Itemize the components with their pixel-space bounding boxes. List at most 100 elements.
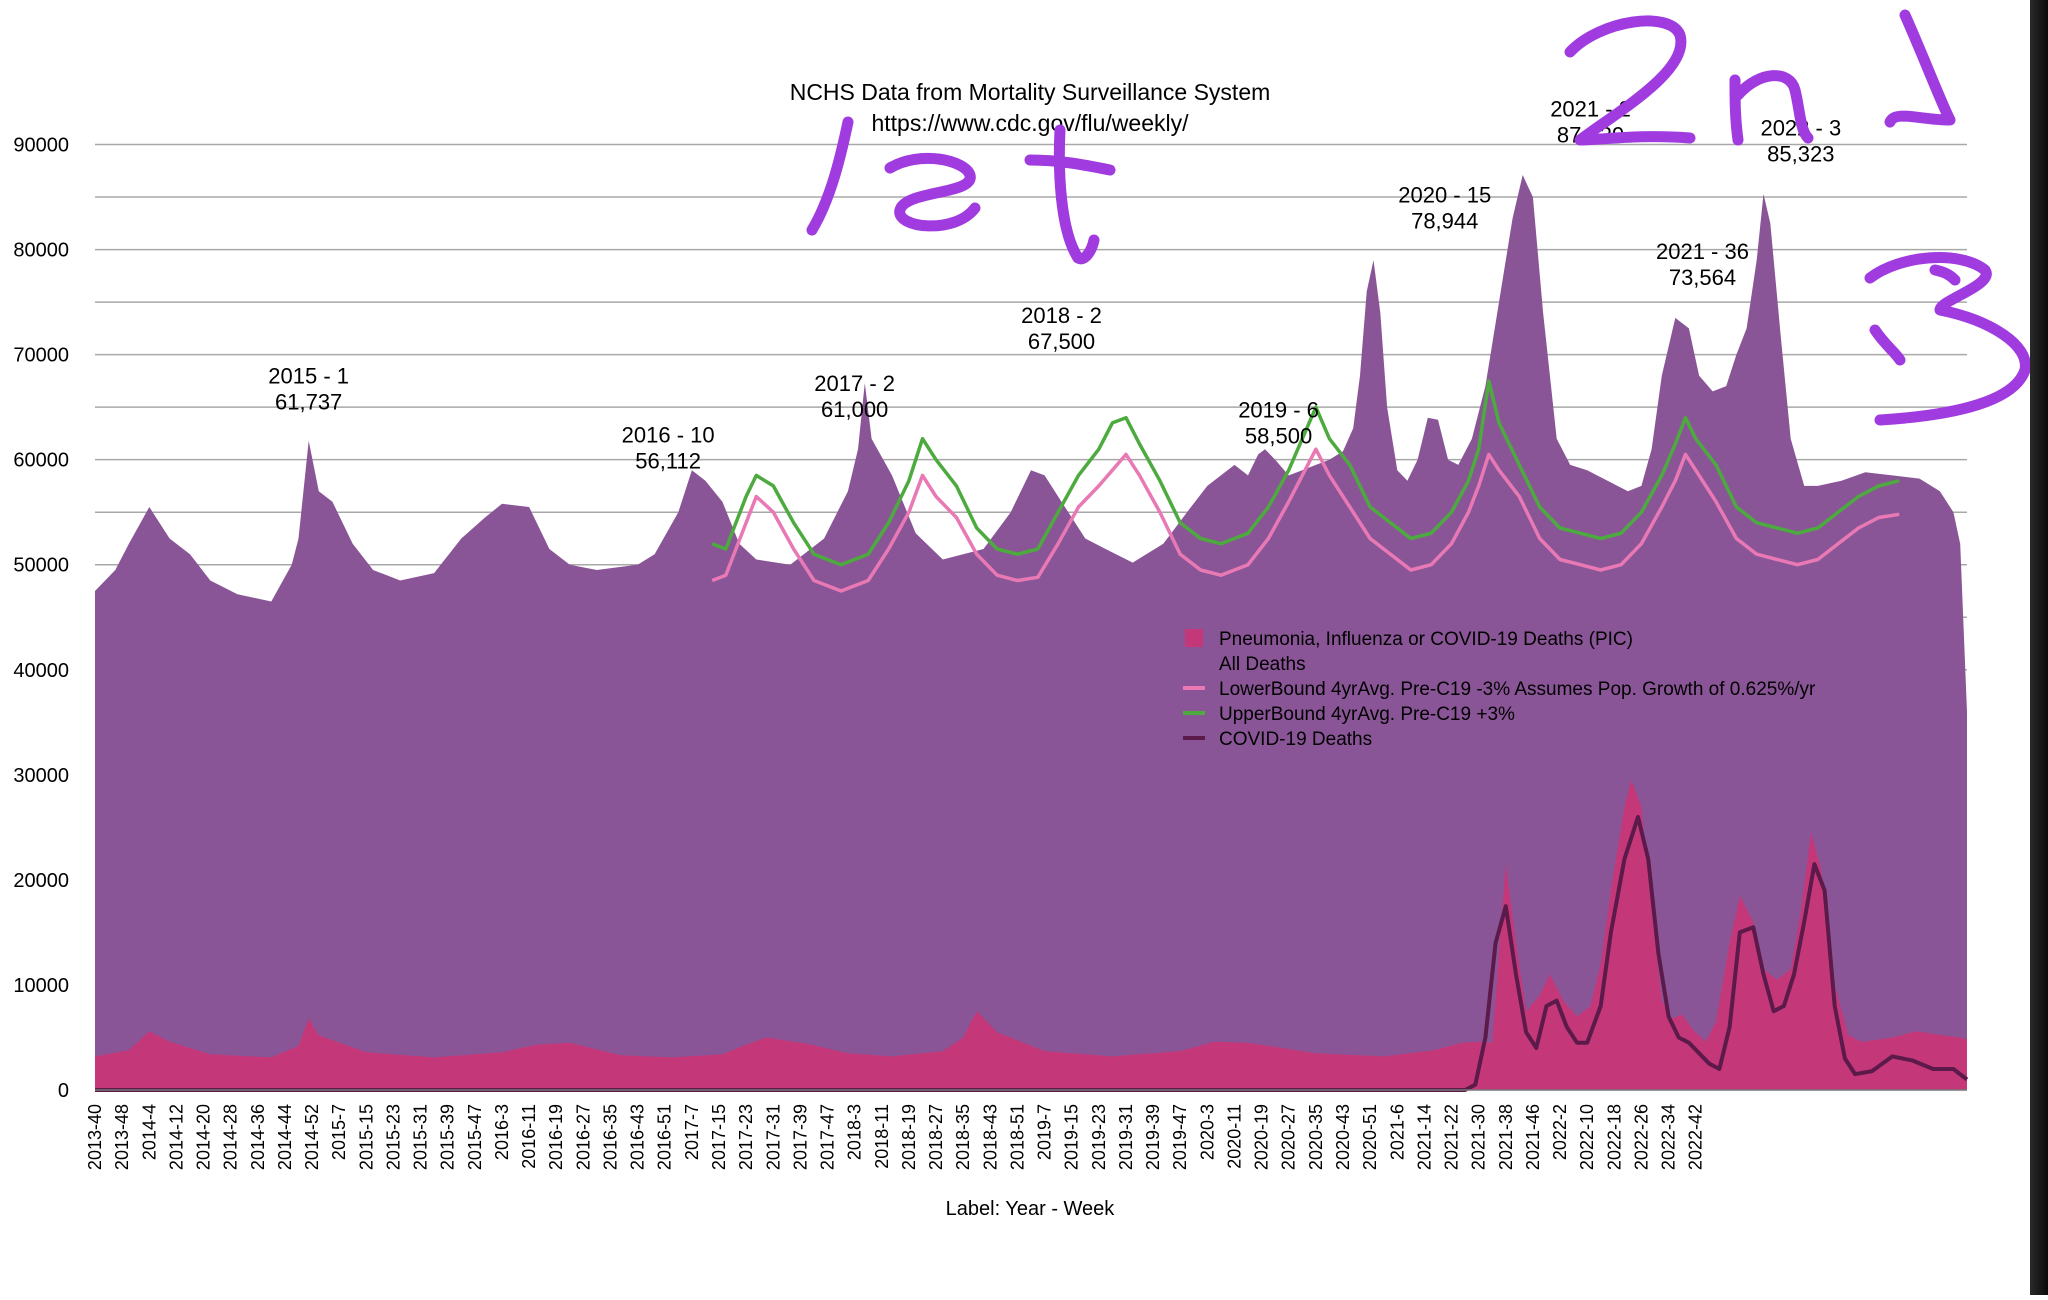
annotation-label: 2019 - 6 (1238, 397, 1319, 422)
x-tick-label: 2016-51 (655, 1104, 675, 1170)
y-tick-label: 40000 (13, 660, 69, 682)
x-tick-label: 2017-23 (736, 1104, 756, 1170)
annotation-label: 2016 - 10 (622, 423, 715, 448)
legend-label: All Deaths (1219, 654, 1306, 675)
x-tick-label: 2017-31 (763, 1104, 783, 1170)
x-tick-label: 2013-48 (112, 1104, 132, 1170)
x-tick-label: 2018-27 (926, 1104, 946, 1170)
x-tick-label: 2019-23 (1089, 1104, 1109, 1170)
annotation-label: 2020 - 15 (1398, 183, 1491, 208)
x-tick-label: 2020-27 (1279, 1104, 1299, 1170)
x-tick-label: 2014-4 (139, 1104, 159, 1160)
x-tick-label: 2022-2 (1550, 1104, 1570, 1160)
x-tick-label: 2015-39 (438, 1104, 458, 1170)
annotation-label: 2015 - 1 (268, 363, 349, 388)
legend-label: COVID-19 Deaths (1219, 729, 1372, 750)
x-tick-label: 2018-35 (953, 1104, 973, 1170)
x-tick-label: 2013-40 (85, 1104, 105, 1170)
x-tick-label: 2014-20 (194, 1104, 214, 1170)
x-tick-label: 2015-7 (329, 1104, 349, 1160)
x-tick-label: 2017-7 (682, 1104, 702, 1160)
series-all-deaths (95, 175, 1967, 1090)
annotation-value: 67,500 (1028, 329, 1095, 354)
x-tick-label: 2022-34 (1659, 1104, 1679, 1170)
x-tick-label: 2019-7 (1035, 1104, 1055, 1160)
x-tick-label: 2015-47 (465, 1104, 485, 1170)
x-tick-label: 2019-47 (1170, 1104, 1190, 1170)
annotation-value: 61,737 (275, 389, 342, 414)
x-tick-label: 2020-11 (1224, 1104, 1244, 1169)
chart-title: NCHS Data from Mortality Surveillance Sy… (790, 79, 1271, 105)
x-tick-label: 2020-43 (1333, 1104, 1353, 1170)
x-tick-label: 2021-6 (1387, 1104, 1407, 1160)
x-tick-label: 2019-31 (1116, 1104, 1136, 1170)
x-tick-label: 2014-36 (248, 1104, 268, 1170)
annotation-value: 73,564 (1669, 265, 1736, 290)
x-tick-label: 2020-51 (1360, 1104, 1380, 1170)
y-tick-label: 60000 (13, 450, 69, 472)
x-tick-label: 2016-43 (628, 1104, 648, 1170)
axes: 0 10000 20000 30000 40000 50000 60000 70000 8000… (13, 135, 1967, 1170)
y-tick-label: 90000 (13, 135, 69, 157)
line-series (95, 379, 1969, 1092)
x-tick-label: 2015-31 (411, 1104, 431, 1170)
annotation-value: 58,500 (1245, 423, 1312, 448)
handwritten-annotations (806, 9, 2031, 426)
x-tick-label: 2014-52 (302, 1104, 322, 1170)
y-tick-label: 30000 (13, 765, 69, 787)
annotation-value: 56,112 (635, 449, 701, 474)
window-edge (2030, 0, 2048, 1295)
x-tick-label: 2016-35 (600, 1104, 620, 1170)
y-tick-label: 50000 (13, 555, 69, 577)
y-tick-label: 0 (58, 1080, 69, 1102)
x-tick-label: 2018-43 (980, 1104, 1000, 1170)
x-tick-label: 2021-46 (1523, 1104, 1543, 1170)
legend-label: LowerBound 4yrAvg. Pre-C19 -3% Assumes P… (1219, 679, 1816, 700)
y-tick-label: 20000 (13, 870, 69, 892)
x-tick-label: 2021-14 (1414, 1104, 1434, 1170)
annotation-label: 2017 - 2 (814, 371, 895, 396)
annotation-value: 78,944 (1411, 209, 1478, 234)
legend-swatch (1185, 654, 1203, 672)
handwritten-3 (1864, 252, 2031, 426)
chart-title-group: NCHS Data from Mortality Surveillance Sy… (790, 79, 1271, 1220)
x-axis-label: Label: Year - Week (946, 1198, 1116, 1220)
x-tick-label: 2021-22 (1442, 1104, 1462, 1170)
x-tick-label: 2018-51 (1007, 1104, 1027, 1170)
x-tick-label: 2016-3 (492, 1104, 512, 1160)
x-tick-label: 2014-12 (166, 1104, 186, 1170)
legend-label: UpperBound 4yrAvg. Pre-C19 +3% (1219, 704, 1515, 725)
annotation-label: 2021 - 36 (1656, 239, 1749, 264)
x-tick-label: 2015-23 (383, 1104, 403, 1170)
x-tick-label: 2015-15 (356, 1104, 376, 1170)
x-tick-label: 2022-10 (1577, 1104, 1597, 1170)
handwritten-1st (806, 116, 1116, 265)
annotation-value: 61,000 (821, 397, 888, 422)
x-tick-label: 2020-19 (1252, 1104, 1272, 1170)
handwritten-2nd (1564, 9, 1956, 146)
x-tick-label: 2021-38 (1496, 1104, 1516, 1170)
annotation-value: 85,323 (1767, 142, 1834, 167)
x-tick-label: 2022-18 (1604, 1104, 1624, 1170)
y-tick-label: 70000 (13, 345, 69, 367)
series-pic-deaths (95, 780, 1967, 1090)
series-covid-deaths (95, 814, 1969, 1092)
series-lower-bound (711, 447, 1900, 593)
x-tick-label: 2020-3 (1197, 1104, 1217, 1160)
x-tick-label: 2014-28 (221, 1104, 241, 1170)
y-tick-label: 10000 (13, 975, 69, 997)
x-tick-label: 2014-44 (275, 1104, 295, 1170)
x-tick-label: 2022-42 (1686, 1104, 1706, 1170)
x-tick-label: 2018-3 (845, 1104, 865, 1160)
area-series (95, 175, 1967, 1090)
x-tick-label: 2016-27 (573, 1104, 593, 1170)
legend-label: Pneumonia, Influenza or COVID-19 Deaths … (1219, 629, 1633, 650)
series-upper-bound (711, 379, 1900, 567)
x-tick-label: 2020-35 (1306, 1104, 1326, 1170)
x-tick-label: 2017-39 (790, 1104, 810, 1170)
x-tick-label: 2018-19 (899, 1104, 919, 1170)
x-tick-label: 2016-11 (519, 1104, 539, 1169)
x-tick-label: 2017-15 (709, 1104, 729, 1170)
